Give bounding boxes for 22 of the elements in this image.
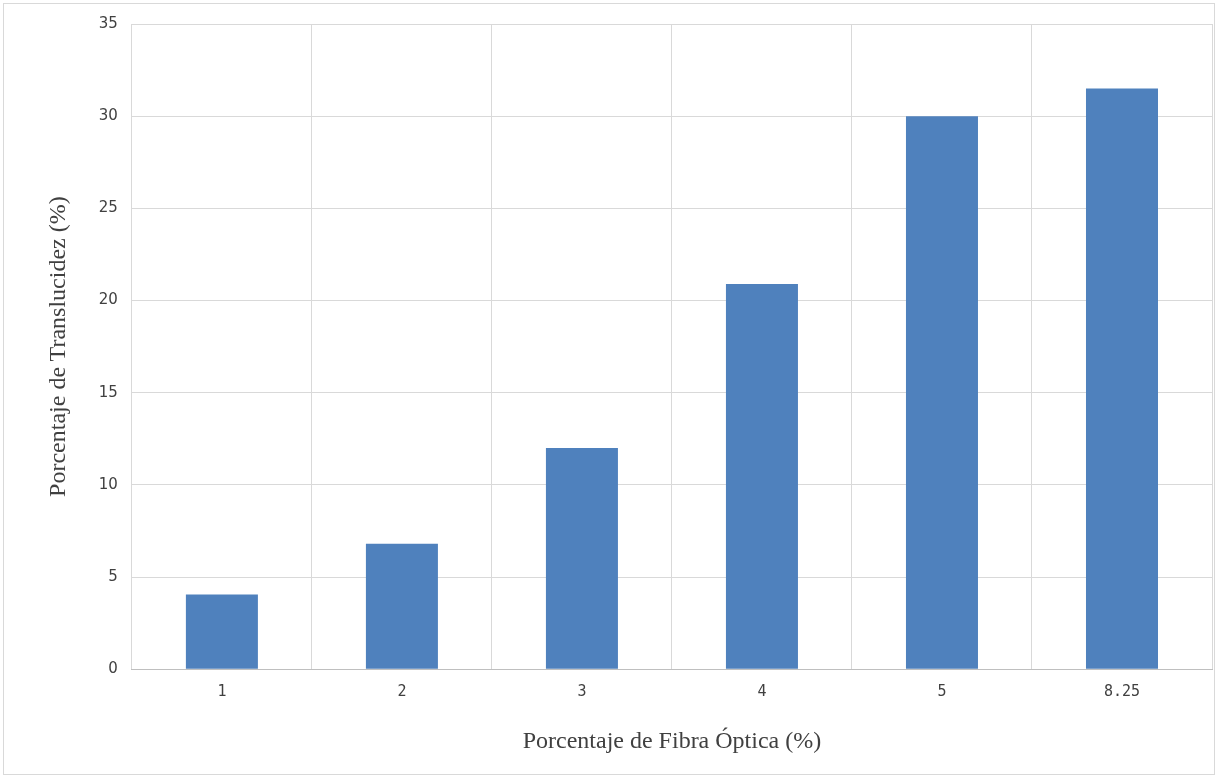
x-tick-label: 1 <box>217 682 227 701</box>
y-tick-label: 10 <box>98 474 118 493</box>
x-tick-label: 2 <box>397 682 407 701</box>
x-tick-label: 8.25 <box>1103 682 1141 701</box>
bar <box>365 543 438 669</box>
y-tick-label: 35 <box>98 13 118 32</box>
y-tick-label: 20 <box>98 290 118 309</box>
y-axis-title: Porcentaje de Translucidez (%) <box>43 196 70 497</box>
bar <box>725 283 798 669</box>
y-tick-label: 15 <box>98 382 118 401</box>
bar <box>545 447 618 669</box>
y-tick-label: 30 <box>98 106 118 125</box>
y-tick-label: 0 <box>108 659 118 678</box>
bar <box>905 116 978 669</box>
x-axis-title: Porcentaje de Fibra Óptica (%) <box>522 726 822 753</box>
x-tick-label: 3 <box>577 682 587 701</box>
x-tick-label: 5 <box>937 682 947 701</box>
y-tick-label: 5 <box>108 566 118 585</box>
x-tick-label: 4 <box>757 682 767 701</box>
y-tick-label: 25 <box>98 198 118 217</box>
bar <box>1085 88 1158 669</box>
bar <box>185 594 258 669</box>
